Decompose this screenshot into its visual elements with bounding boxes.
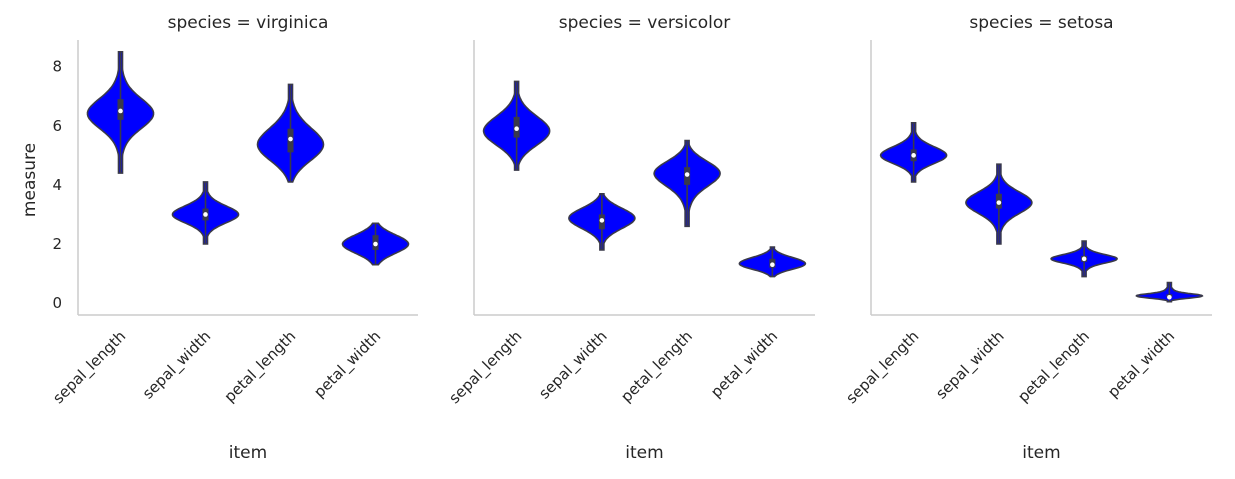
y-tick-label: 6 bbox=[52, 117, 62, 135]
violin-median-dot bbox=[514, 126, 519, 132]
y-axis-label: measure bbox=[20, 143, 40, 217]
x-tick-label: sepal_width bbox=[932, 327, 1008, 403]
x-tick-label: petal_width bbox=[707, 327, 782, 402]
y-tick-label: 0 bbox=[52, 294, 62, 312]
x-tick-label: petal_length bbox=[617, 327, 696, 406]
y-tick-label: 2 bbox=[52, 235, 62, 253]
facet-title: species = virginica bbox=[168, 13, 329, 33]
x-tick-label: sepal_width bbox=[139, 327, 215, 403]
violin-median-dot bbox=[118, 108, 123, 114]
violin-median-dot bbox=[911, 153, 916, 158]
violin-median-dot bbox=[599, 218, 605, 223]
violin-median-dot bbox=[203, 212, 208, 217]
facet-1: species = virginica 0 2 4 6 8 sepal_length sepa… bbox=[49, 13, 418, 463]
x-axis-label: item bbox=[229, 443, 267, 463]
x-axis-label: item bbox=[625, 443, 663, 463]
violin-median-dot bbox=[373, 241, 378, 247]
x-tick-label: petal_width bbox=[310, 327, 385, 402]
violin-median-dot bbox=[1167, 294, 1172, 300]
violin-median-dot bbox=[684, 172, 690, 177]
x-tick-label: sepal_length bbox=[49, 327, 130, 408]
y-tick-label: 8 bbox=[52, 58, 62, 76]
x-tick-label: sepal_length bbox=[445, 327, 526, 408]
facet-2: species = versicolor sepal_length sepal_wi… bbox=[445, 13, 815, 463]
violin-median-dot bbox=[770, 262, 775, 268]
facet-title: species = versicolor bbox=[559, 13, 731, 33]
x-axis-label: item bbox=[1022, 443, 1060, 463]
x-tick-label: petal_width bbox=[1104, 327, 1179, 402]
facet-title: species = setosa bbox=[969, 13, 1113, 33]
x-tick-label: sepal_length bbox=[842, 327, 923, 408]
x-tick-label: sepal_width bbox=[535, 327, 611, 403]
y-tick-label: 4 bbox=[52, 176, 62, 194]
x-tick-label: petal_length bbox=[1014, 327, 1093, 406]
x-tick-label: petal_length bbox=[221, 327, 300, 406]
violin-median-dot bbox=[996, 200, 1002, 205]
violin-median-dot bbox=[288, 136, 293, 142]
violin-median-dot bbox=[1081, 256, 1087, 262]
